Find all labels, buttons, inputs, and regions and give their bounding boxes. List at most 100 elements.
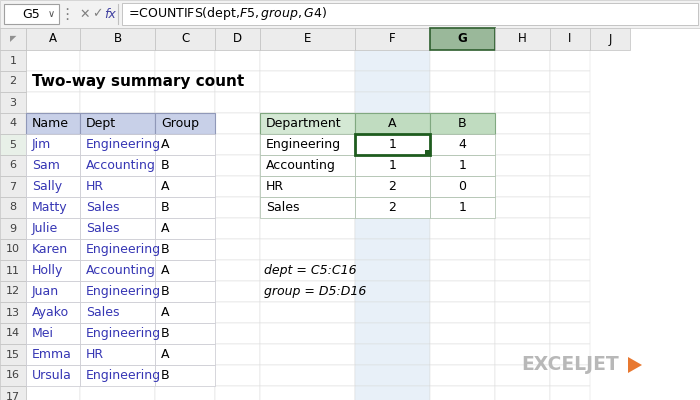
Text: 1: 1 — [458, 159, 466, 172]
Bar — [260, 323, 355, 344]
Text: 3: 3 — [10, 98, 17, 108]
Bar — [215, 386, 260, 400]
Bar — [26, 302, 80, 323]
Bar — [0, 344, 26, 365]
Bar — [215, 176, 260, 197]
Bar — [260, 260, 355, 281]
Text: E: E — [304, 32, 312, 46]
Text: Accounting: Accounting — [86, 159, 156, 172]
Bar — [260, 155, 355, 176]
Bar — [550, 50, 590, 71]
Polygon shape — [628, 357, 642, 373]
Bar — [495, 134, 550, 155]
Bar — [550, 218, 590, 239]
Bar — [430, 260, 495, 281]
Bar — [26, 386, 80, 400]
Bar — [260, 239, 355, 260]
Text: ✕: ✕ — [80, 8, 90, 20]
Bar — [155, 218, 215, 239]
Bar — [0, 302, 26, 323]
Bar — [260, 155, 355, 176]
Bar — [495, 176, 550, 197]
Bar — [26, 197, 80, 218]
Bar — [26, 71, 80, 92]
Bar — [495, 92, 550, 113]
Bar — [0, 197, 26, 218]
Bar — [80, 134, 155, 155]
Text: Sales: Sales — [86, 222, 120, 235]
Text: Ayako: Ayako — [32, 306, 69, 319]
Bar — [4, 4, 59, 24]
Bar — [550, 260, 590, 281]
Text: A: A — [161, 222, 169, 235]
Bar — [80, 197, 155, 218]
Bar — [26, 365, 80, 386]
Bar — [80, 113, 155, 134]
Text: Sam: Sam — [32, 159, 60, 172]
Bar — [495, 344, 550, 365]
Bar — [355, 50, 430, 71]
Text: A: A — [161, 264, 169, 277]
Bar — [80, 344, 155, 365]
Bar — [430, 365, 495, 386]
Bar — [155, 71, 215, 92]
Bar — [260, 176, 355, 197]
Text: 1: 1 — [389, 138, 396, 151]
Bar — [215, 239, 260, 260]
Text: =COUNTIFS(dept,$F5,group,G$4): =COUNTIFS(dept,$F5,group,G$4) — [128, 6, 328, 22]
Text: Sales: Sales — [266, 201, 300, 214]
Bar — [355, 92, 430, 113]
Bar — [590, 28, 630, 50]
Bar — [80, 302, 155, 323]
Bar — [26, 260, 80, 281]
Bar — [0, 386, 26, 400]
Bar — [80, 92, 155, 113]
Text: 12: 12 — [6, 286, 20, 296]
Bar — [215, 323, 260, 344]
Bar — [80, 113, 155, 134]
Bar — [260, 176, 355, 197]
Text: Two-way summary count: Two-way summary count — [32, 74, 244, 89]
Bar — [26, 155, 80, 176]
Bar — [26, 344, 80, 365]
Bar — [260, 28, 355, 50]
Bar — [155, 365, 215, 386]
Text: Mei: Mei — [32, 327, 54, 340]
Text: HR: HR — [86, 348, 104, 361]
Bar — [80, 50, 155, 71]
Bar — [260, 218, 355, 239]
Text: 16: 16 — [6, 370, 20, 380]
Bar — [260, 365, 355, 386]
Bar — [430, 239, 495, 260]
Bar — [26, 92, 80, 113]
Bar — [355, 386, 430, 400]
Bar — [430, 113, 495, 134]
Text: G5: G5 — [22, 8, 41, 20]
Bar — [0, 281, 26, 302]
Bar — [430, 71, 495, 92]
Text: H: H — [518, 32, 527, 46]
Bar — [430, 176, 495, 197]
Bar — [430, 302, 495, 323]
Bar — [495, 71, 550, 92]
Bar — [355, 113, 430, 134]
Bar — [550, 71, 590, 92]
Text: Karen: Karen — [32, 243, 68, 256]
Bar — [80, 302, 155, 323]
Bar — [26, 155, 80, 176]
Bar — [26, 134, 80, 155]
Bar — [550, 134, 590, 155]
Text: G: G — [458, 32, 468, 46]
Bar — [80, 197, 155, 218]
Text: C: C — [181, 32, 189, 46]
Bar — [155, 176, 215, 197]
Bar — [0, 28, 26, 50]
Bar — [215, 281, 260, 302]
Text: 11: 11 — [6, 266, 20, 276]
Bar — [215, 197, 260, 218]
Bar — [430, 92, 495, 113]
Bar — [355, 365, 430, 386]
Bar — [80, 176, 155, 197]
Text: ✓: ✓ — [92, 8, 102, 20]
Bar — [550, 113, 590, 134]
